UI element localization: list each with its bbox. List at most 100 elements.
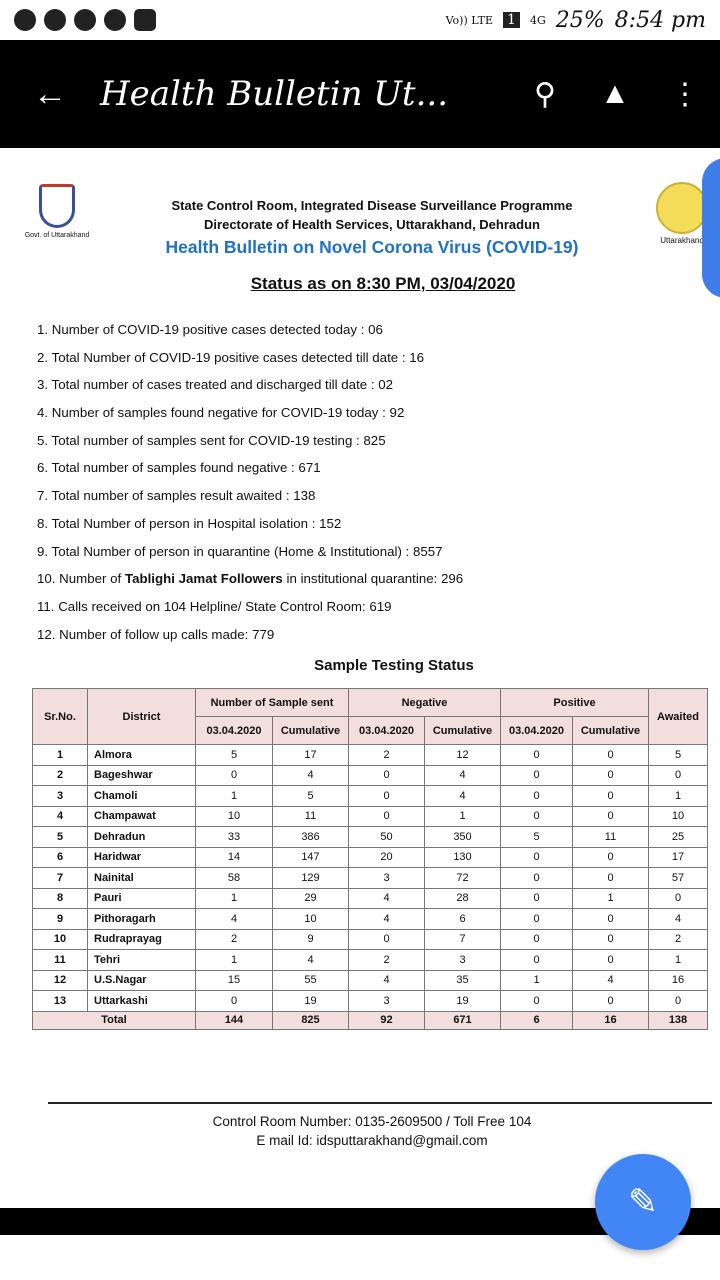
table-cell: 0 <box>648 990 708 1012</box>
edit-pencil-icon: ✎ <box>627 1181 659 1222</box>
table-row: 13 Uttarkashi 0 19 3 19 0 0 0 <box>32 990 708 1012</box>
search-icon[interactable]: ⚲ <box>534 77 556 111</box>
list-item: 9. Total Number of person in quarantine … <box>37 543 443 559</box>
table-cell: 50 <box>348 826 425 848</box>
status-date: Status as on 8:30 PM, 03/04/2020 <box>250 274 516 293</box>
table-row: 4 Champawat 10 11 0 1 0 0 10 <box>32 805 708 827</box>
table-cell: 0 <box>572 805 649 827</box>
table-cell: 19 <box>424 990 501 1012</box>
list-item: 3. Total number of cases treated and dis… <box>37 377 394 393</box>
header-line: Directorate of Health Services, Uttarakh… <box>204 217 540 232</box>
table-cell: 0 <box>500 928 573 950</box>
table-title: Sample Testing Status <box>314 657 474 674</box>
table-cell: 2 <box>648 928 708 950</box>
table-cell: 29 <box>272 887 349 909</box>
table-cell: 0 <box>572 908 649 930</box>
sample-testing-table: Sr.No. District Number of Sample sent Negat… <box>32 688 708 1030</box>
header-line: State Control Room, Integrated Disease S… <box>171 198 573 213</box>
table-cell: 58 <box>195 867 273 889</box>
table-cell: 1 <box>572 887 649 909</box>
scroll-handle[interactable] <box>702 158 720 298</box>
district-cell: Rudraprayag <box>87 928 196 950</box>
table-row: 12 U.S.Nagar 15 55 4 35 1 4 16 <box>32 969 708 991</box>
table-cell: 25 <box>648 826 708 848</box>
table-cell: 0 <box>572 867 649 889</box>
table-cell: 10 <box>195 805 273 827</box>
list-item: 5. Total number of samples sent for COVI… <box>37 432 386 448</box>
table-cell: 28 <box>424 887 501 909</box>
table-cell: 1 <box>424 805 501 827</box>
total-cell: Total <box>32 1010 196 1030</box>
logo-caption: Govt. of Uttarakhand <box>24 232 90 239</box>
table-cell: 19 <box>272 990 349 1012</box>
table-cell: 130 <box>424 846 501 868</box>
table-cell: 5 <box>32 826 88 848</box>
table-cell: 6 <box>424 908 501 930</box>
table-cell: 0 <box>500 949 573 971</box>
logo-caption: Uttarakhand <box>660 236 704 245</box>
bulletin-title: Health Bulletin on Novel Corona Virus (C… <box>165 237 579 257</box>
table-cell: 0 <box>500 990 573 1012</box>
table-cell: 0 <box>572 744 649 766</box>
table-cell: 17 <box>272 744 349 766</box>
table-cell: 12 <box>424 744 501 766</box>
table-cell: 7 <box>424 928 501 950</box>
list-item: 8. Total Number of person in Hospital is… <box>37 515 342 531</box>
table-row: 5 Dehradun 33 386 50 350 5 11 25 <box>32 826 708 848</box>
text: in institutional quarantine: 296 <box>282 571 464 587</box>
table-cell: 9 <box>272 928 349 950</box>
table-cell: 2 <box>348 744 425 766</box>
chrome-icon <box>14 9 36 31</box>
table-cell: 0 <box>500 785 573 807</box>
table-cell: 0 <box>500 744 573 766</box>
divider <box>48 1102 712 1104</box>
more-vert-icon[interactable]: ⋮ <box>670 77 700 111</box>
youtube-icon <box>134 9 156 31</box>
drive-add-icon[interactable]: ▲ <box>600 77 630 110</box>
summary-list: 1. Number of COVID-19 positive cases det… <box>37 322 463 654</box>
total-cell: 6 <box>500 1010 573 1030</box>
sub-header: 03.04.2020 <box>500 716 573 745</box>
table-cell: 10 <box>648 805 708 827</box>
table-cell: 14 <box>195 846 273 868</box>
table-cell: 15 <box>195 969 273 991</box>
table-cell: 11 <box>32 949 88 971</box>
table-cell: 0 <box>500 805 573 827</box>
col-header: Negative <box>348 688 501 717</box>
table-cell: 0 <box>648 887 708 909</box>
control-room-number: Control Room Number: 0135-2609500 / Toll… <box>212 1114 532 1129</box>
table-cell: 4 <box>195 908 273 930</box>
table-cell: 5 <box>648 744 708 766</box>
edit-button[interactable]: ✎ <box>595 1154 691 1250</box>
table-cell: 2 <box>32 764 88 786</box>
table-row: 1 Almora 5 17 2 12 0 0 5 <box>32 744 708 766</box>
table-cell: 72 <box>424 867 501 889</box>
district-cell: Haridwar <box>87 846 196 868</box>
table-cell: 129 <box>272 867 349 889</box>
table-cell: 0 <box>572 846 649 868</box>
col-header: Awaited <box>648 688 708 745</box>
table-cell: 1 <box>648 785 708 807</box>
table-cell: 0 <box>348 785 425 807</box>
list-item: 7. Total number of samples result awaite… <box>37 488 316 504</box>
table-cell: 11 <box>272 805 349 827</box>
table-cell: 0 <box>572 928 649 950</box>
table-cell: 6 <box>32 846 88 868</box>
battery-label: 25% <box>555 7 605 33</box>
table-cell: 4 <box>424 764 501 786</box>
district-cell: Pauri <box>87 887 196 909</box>
app-title: Health Bulletin Ut... <box>100 74 449 114</box>
table-row: 11 Tehri 1 4 2 3 0 0 1 <box>32 949 708 971</box>
table-cell: 1 <box>195 887 273 909</box>
doc-header: State Control Room, Integrated Disease S… <box>0 196 720 260</box>
table-cell: 57 <box>648 867 708 889</box>
table-cell: 4 <box>32 805 88 827</box>
table-cell: 0 <box>572 949 649 971</box>
notification-icons <box>14 9 156 31</box>
district-cell: Uttarkashi <box>87 990 196 1012</box>
col-header: District <box>87 688 196 745</box>
govt-logo: Govt. of Uttarakhand <box>22 184 92 239</box>
table-cell: 3 <box>424 949 501 971</box>
table-cell: 0 <box>572 764 649 786</box>
arrow-left-icon[interactable]: ← <box>33 74 67 113</box>
